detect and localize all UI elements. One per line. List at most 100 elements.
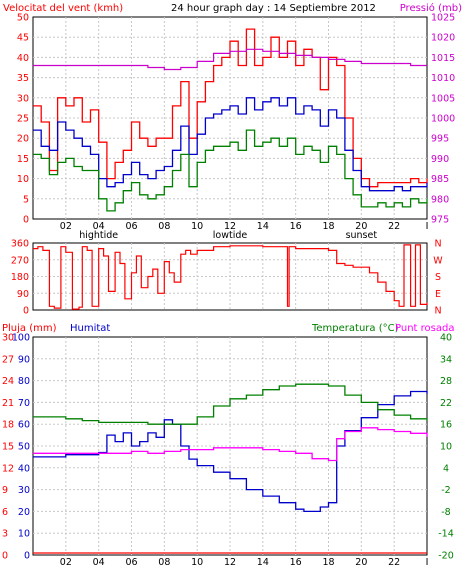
rain-tick-label: 6 — [2, 507, 8, 518]
rain-tick-label: 30 — [2, 333, 14, 344]
rain-tick-label: 12 — [2, 463, 14, 474]
x-hour-label: 08 — [158, 221, 170, 232]
humidity-tick-label: 90 — [18, 354, 30, 365]
wind-tick-label: 15 — [17, 154, 29, 165]
wind-axis-label: Velocitat del vent (kmh) — [3, 3, 123, 14]
chart-title: 24 hour graph day : 14 Septiembre 2012 — [171, 3, 376, 14]
temperature-tick-label: -2 — [441, 485, 450, 496]
rain-tick-label: 24 — [2, 376, 14, 387]
humidity-tick-label: 10 — [18, 529, 30, 540]
direction-degree-tick-label: 270 — [11, 255, 29, 266]
x-hour-label: 18 — [322, 221, 334, 232]
pressure-tick-label: 1010 — [431, 73, 455, 84]
x-hour-label: 08 — [158, 557, 170, 566]
rain-tick-label: 18 — [2, 420, 14, 431]
temperature-tick-label: 4 — [443, 463, 449, 474]
wind-tick-label: 20 — [17, 134, 29, 145]
rain-tick-label: 15 — [2, 442, 14, 453]
x-event-label: sunset — [346, 230, 378, 241]
pressure-tick-label: 990 — [431, 154, 449, 165]
x-hour-label: 20 — [355, 557, 367, 566]
humidity-tick-label: 0 — [24, 551, 30, 562]
direction-compass-tick-label: N — [434, 306, 441, 317]
wind-tick-label: 10 — [17, 174, 29, 185]
wind-tick-label: 30 — [17, 93, 29, 104]
x-hour-label: 14 — [257, 221, 269, 232]
pressure-axis-label: Pressió (mb) — [400, 2, 462, 14]
temperature-tick-label: -8 — [441, 507, 450, 518]
humidity-tick-label: 40 — [18, 463, 30, 474]
direction-compass-tick-label: N — [434, 239, 441, 250]
direction-compass-tick-label: S — [435, 272, 441, 283]
x-hour-label: 06 — [125, 221, 137, 232]
humidity-tick-label: 60 — [18, 420, 30, 431]
humidity-tick-label: 80 — [18, 376, 30, 387]
x-hour-label: 06 — [125, 557, 137, 566]
pressure-tick-label: 1015 — [431, 53, 455, 64]
rain-tick-label: 0 — [2, 551, 8, 562]
x-hour-label: 22 — [388, 557, 400, 566]
direction-compass-tick-label: E — [435, 289, 441, 300]
pressure-tick-label: 1000 — [431, 114, 455, 125]
axis-tick-labels: 0510152025303540455097598098599099510001… — [2, 13, 455, 562]
rain-tick-label: 3 — [2, 529, 8, 540]
wind-tick-label: 25 — [17, 114, 29, 125]
series-line-direction — [33, 244, 428, 310]
x-event-label: lowtide — [213, 230, 248, 241]
wind-tick-label: 0 — [23, 215, 29, 226]
x-hour-label: 04 — [93, 557, 105, 566]
pressure-tick-label: 1005 — [431, 93, 455, 104]
humidity-tick-label: 20 — [18, 507, 30, 518]
rain-tick-label: 21 — [2, 398, 14, 409]
humidity-tick-label: 70 — [18, 398, 30, 409]
temperature-tick-label: 22 — [440, 398, 452, 409]
direction-degree-tick-label: 90 — [17, 289, 29, 300]
direction-degree-tick-label: 360 — [11, 239, 29, 250]
temperature-tick-label: 10 — [440, 442, 452, 453]
x-hour-label: 16 — [290, 221, 302, 232]
x-end-label: I — [426, 221, 429, 232]
series-line-temperature — [33, 383, 428, 425]
x-hour-label: 04 — [93, 221, 105, 232]
wind-tick-label: 35 — [17, 73, 29, 84]
chart-series — [33, 28, 428, 554]
dew-point-axis-label: Punt rosada — [395, 323, 454, 334]
wind-tick-label: 40 — [17, 53, 29, 64]
rain-tick-label: 27 — [2, 354, 14, 365]
pressure-tick-label: 975 — [431, 215, 449, 226]
temperature-axis-label: Temperatura (°C) — [311, 323, 399, 334]
humidity-tick-label: 50 — [18, 442, 30, 453]
series-line-speed — [33, 97, 428, 192]
x-hour-label: 18 — [322, 557, 334, 566]
x-hour-label: 12 — [224, 221, 236, 232]
temperature-tick-label: -20 — [438, 551, 454, 562]
series-line-dew_point — [33, 427, 428, 462]
pressure-tick-label: 1025 — [431, 13, 455, 24]
rain-axis-label: Pluja (mm) — [2, 323, 57, 334]
x-hour-label: 02 — [60, 221, 72, 232]
temperature-tick-label: 34 — [440, 354, 452, 365]
x-hour-label: 14 — [257, 557, 269, 566]
x-event-label: hightide — [79, 230, 118, 241]
series-line-pressure — [33, 48, 427, 71]
x-hour-label: 10 — [191, 557, 203, 566]
humidity-tick-label: 100 — [12, 333, 30, 344]
series-line-gust — [33, 28, 428, 188]
direction-degree-tick-label: 180 — [11, 272, 29, 283]
x-hour-label: 22 — [388, 221, 400, 232]
wind-tick-label: 45 — [17, 33, 29, 44]
temperature-tick-label: 40 — [440, 333, 452, 344]
x-hour-label: 16 — [290, 557, 302, 566]
rain-tick-label: 9 — [2, 485, 8, 496]
humidity-tick-label: 30 — [18, 485, 30, 496]
wind-tick-label: 5 — [23, 194, 29, 205]
series-line-avg — [33, 129, 428, 212]
x-hour-label: 20 — [355, 221, 367, 232]
humidity-axis-label: Humitat — [70, 323, 110, 334]
pressure-tick-label: 1020 — [431, 33, 455, 44]
x-hour-label: 02 — [60, 557, 72, 566]
x-hour-label: 12 — [224, 557, 236, 566]
x-end-label: I — [426, 557, 429, 566]
